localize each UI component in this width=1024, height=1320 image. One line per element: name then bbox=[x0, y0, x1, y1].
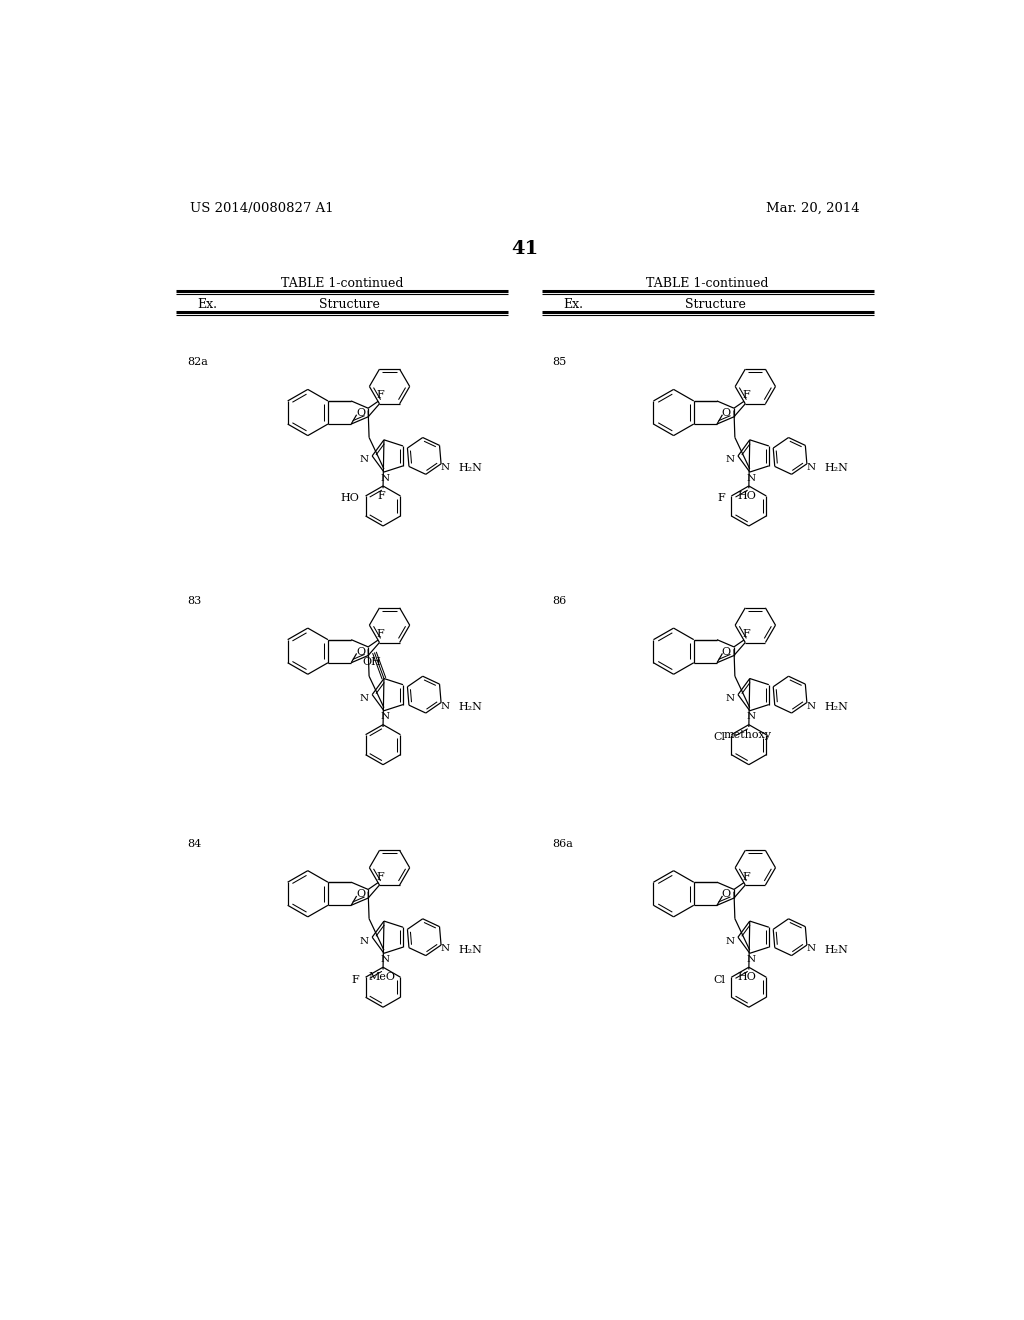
Text: O: O bbox=[356, 647, 365, 657]
Text: methoxy: methoxy bbox=[723, 730, 771, 739]
Text: O: O bbox=[356, 408, 365, 418]
Text: 83: 83 bbox=[187, 597, 201, 606]
Text: O: O bbox=[722, 647, 731, 657]
Text: Ex.: Ex. bbox=[563, 298, 584, 312]
Text: 41: 41 bbox=[511, 240, 539, 259]
Text: H₂N: H₂N bbox=[824, 945, 848, 954]
Text: HO: HO bbox=[341, 494, 359, 503]
Text: TABLE 1-continued: TABLE 1-continued bbox=[281, 277, 403, 290]
Text: N: N bbox=[440, 702, 450, 711]
Text: 82a: 82a bbox=[187, 358, 208, 367]
Text: Cl: Cl bbox=[713, 974, 725, 985]
Text: N: N bbox=[440, 463, 450, 473]
Text: H₂N: H₂N bbox=[458, 702, 482, 713]
Text: N: N bbox=[806, 463, 815, 473]
Text: O: O bbox=[722, 890, 731, 899]
Text: HO: HO bbox=[738, 973, 757, 982]
Text: F: F bbox=[377, 630, 384, 639]
Text: Mar. 20, 2014: Mar. 20, 2014 bbox=[766, 202, 859, 215]
Text: N: N bbox=[726, 694, 735, 704]
Text: F: F bbox=[377, 391, 384, 400]
Text: N: N bbox=[726, 936, 735, 945]
Text: Ex.: Ex. bbox=[198, 298, 218, 312]
Text: N: N bbox=[726, 455, 735, 465]
Text: Structure: Structure bbox=[319, 298, 380, 312]
Text: N: N bbox=[746, 954, 756, 964]
Text: N: N bbox=[381, 954, 390, 964]
Text: MeO: MeO bbox=[368, 973, 395, 982]
Text: Cl: Cl bbox=[713, 733, 725, 742]
Text: F: F bbox=[742, 871, 750, 882]
Text: F: F bbox=[742, 630, 750, 639]
Text: N: N bbox=[746, 713, 756, 722]
Text: O: O bbox=[722, 408, 731, 418]
Text: HO: HO bbox=[738, 491, 757, 502]
Text: F: F bbox=[377, 871, 384, 882]
Text: N: N bbox=[359, 694, 369, 704]
Text: N: N bbox=[381, 713, 390, 722]
Text: F: F bbox=[742, 391, 750, 400]
Text: 86: 86 bbox=[553, 597, 567, 606]
Text: N: N bbox=[440, 944, 450, 953]
Text: N: N bbox=[359, 455, 369, 465]
Text: N: N bbox=[359, 936, 369, 945]
Text: F: F bbox=[378, 491, 385, 502]
Text: Structure: Structure bbox=[685, 298, 745, 312]
Text: H₂N: H₂N bbox=[824, 463, 848, 474]
Text: H₂N: H₂N bbox=[824, 702, 848, 713]
Text: N: N bbox=[746, 474, 756, 483]
Text: H₂N: H₂N bbox=[458, 463, 482, 474]
Text: TABLE 1-continued: TABLE 1-continued bbox=[646, 277, 769, 290]
Text: 86a: 86a bbox=[553, 838, 573, 849]
Text: OH: OH bbox=[361, 657, 381, 667]
Text: F: F bbox=[351, 974, 359, 985]
Text: N: N bbox=[381, 474, 390, 483]
Text: US 2014/0080827 A1: US 2014/0080827 A1 bbox=[190, 202, 334, 215]
Text: 85: 85 bbox=[553, 358, 567, 367]
Text: O: O bbox=[356, 890, 365, 899]
Text: 84: 84 bbox=[187, 838, 201, 849]
Text: N: N bbox=[806, 944, 815, 953]
Text: N: N bbox=[806, 702, 815, 711]
Text: H₂N: H₂N bbox=[458, 945, 482, 954]
Text: F: F bbox=[718, 494, 725, 503]
